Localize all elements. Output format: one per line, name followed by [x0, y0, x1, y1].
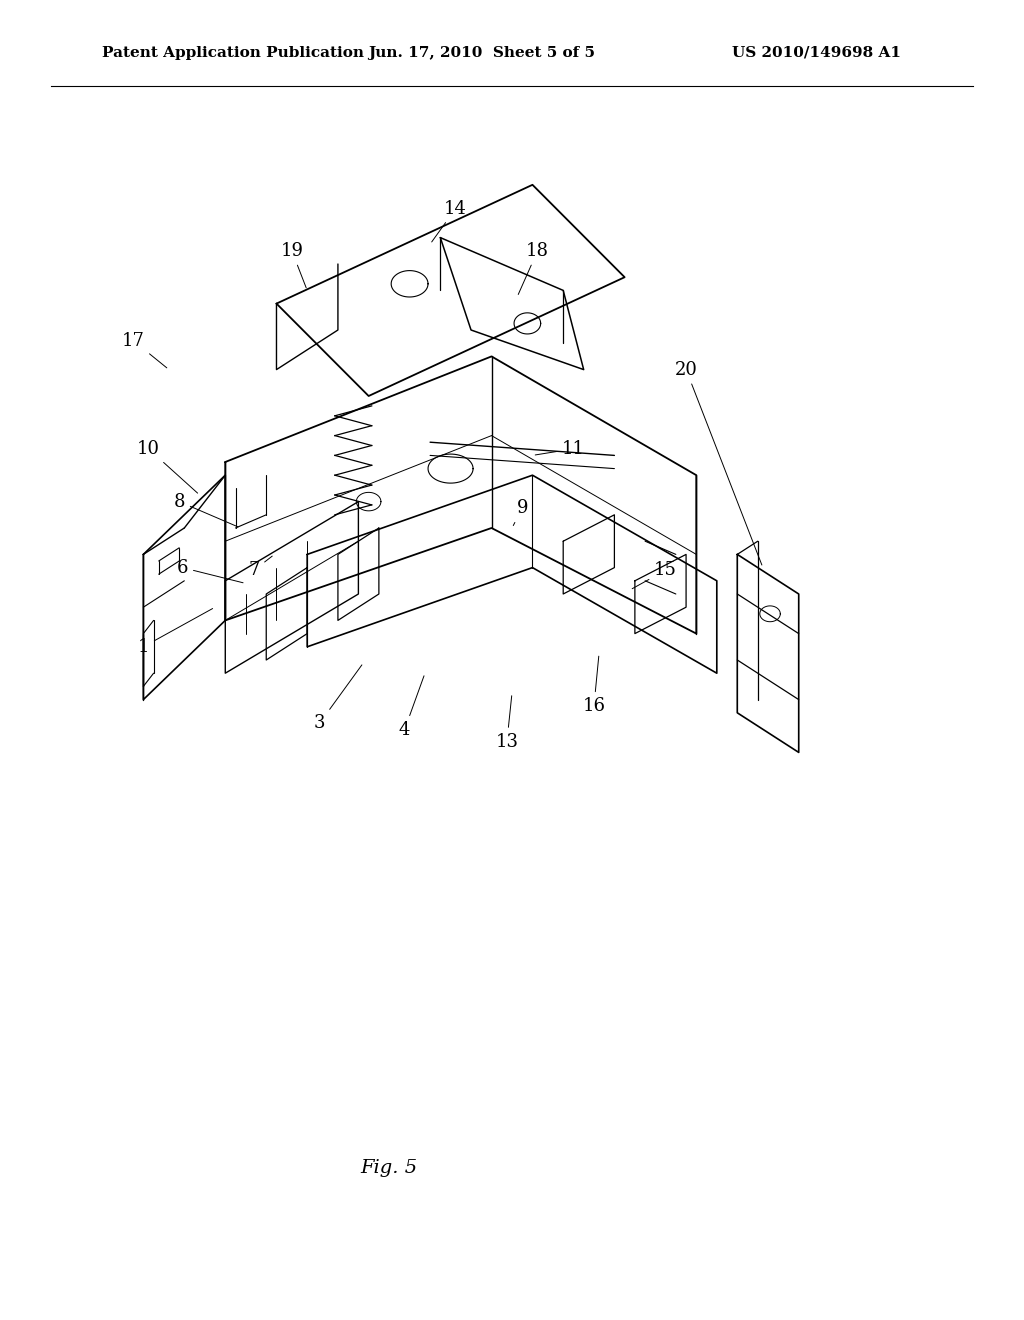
Text: Jun. 17, 2010  Sheet 5 of 5: Jun. 17, 2010 Sheet 5 of 5 — [368, 46, 595, 59]
Text: 17: 17 — [122, 331, 167, 368]
Text: 4: 4 — [398, 676, 424, 739]
Text: Fig. 5: Fig. 5 — [360, 1159, 418, 1177]
Text: 1: 1 — [137, 609, 213, 656]
Text: 6: 6 — [176, 558, 243, 582]
Text: Patent Application Publication: Patent Application Publication — [102, 46, 365, 59]
Text: 20: 20 — [675, 360, 762, 565]
Text: 15: 15 — [632, 561, 677, 589]
Text: 10: 10 — [137, 440, 198, 494]
Text: 16: 16 — [583, 656, 605, 715]
Text: 14: 14 — [432, 199, 467, 242]
Text: 11: 11 — [536, 440, 585, 458]
Text: 13: 13 — [496, 696, 518, 751]
Text: 3: 3 — [313, 665, 361, 733]
Text: 19: 19 — [281, 242, 306, 288]
Text: 18: 18 — [518, 242, 549, 294]
Text: 9: 9 — [513, 499, 528, 525]
Text: 8: 8 — [173, 492, 239, 527]
Text: US 2010/149698 A1: US 2010/149698 A1 — [732, 46, 901, 59]
Text: 7: 7 — [248, 556, 272, 579]
